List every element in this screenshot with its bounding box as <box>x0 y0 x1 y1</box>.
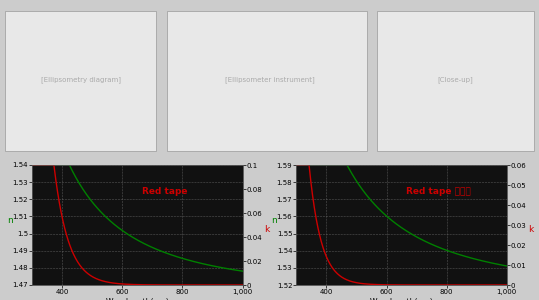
Y-axis label: k: k <box>264 225 270 234</box>
Text: [Ellipsometry diagram]: [Ellipsometry diagram] <box>41 76 121 83</box>
FancyBboxPatch shape <box>377 11 534 151</box>
FancyBboxPatch shape <box>5 11 156 151</box>
Y-axis label: n: n <box>7 216 12 225</box>
X-axis label: Wavelength(nm): Wavelength(nm) <box>370 298 433 300</box>
Text: [Close-up]: [Close-up] <box>438 76 473 83</box>
Text: Red tape 꺩데기: Red tape 꺩데기 <box>406 187 471 196</box>
Y-axis label: k: k <box>528 225 534 234</box>
Y-axis label: n: n <box>271 216 277 225</box>
X-axis label: Wavelength(nm): Wavelength(nm) <box>106 298 169 300</box>
Text: Red tape: Red tape <box>142 187 187 196</box>
FancyBboxPatch shape <box>167 11 367 151</box>
Text: [Ellipsometer instrument]: [Ellipsometer instrument] <box>225 76 314 83</box>
